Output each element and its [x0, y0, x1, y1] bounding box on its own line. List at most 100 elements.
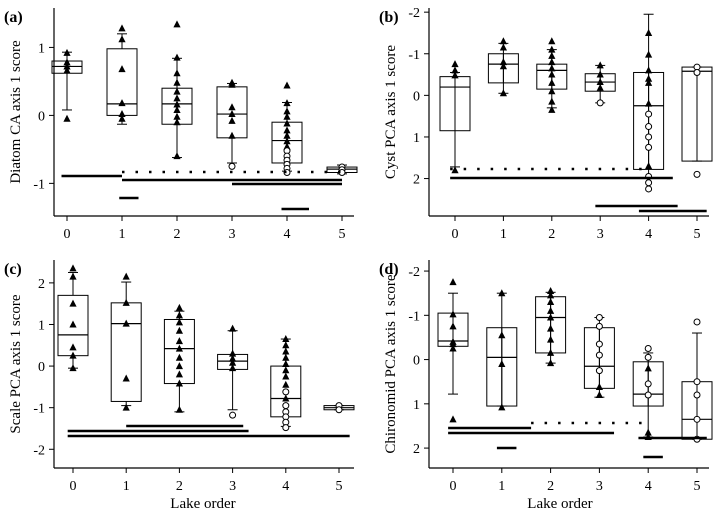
- box-0: [439, 71, 471, 168]
- point-circle: [693, 391, 701, 399]
- y-axis-title: Diatom CA axis 1 score: [8, 40, 24, 184]
- point-triangle: [118, 110, 126, 118]
- point-circle: [645, 185, 653, 193]
- point-triangle: [175, 362, 183, 370]
- y-tick-label: 0: [413, 354, 420, 369]
- point-triangle: [548, 37, 556, 45]
- box-5: [681, 66, 713, 162]
- point-circle: [645, 123, 653, 131]
- point-triangle: [645, 78, 653, 86]
- x-tick-label: 1: [498, 479, 505, 494]
- panel-letter: (c): [4, 261, 22, 278]
- point-triangle: [547, 313, 555, 321]
- point-triangle: [175, 326, 183, 334]
- point-circle: [595, 351, 603, 359]
- point-triangle: [548, 45, 556, 53]
- point-triangle: [451, 71, 459, 79]
- point-circle: [645, 143, 653, 151]
- x-axis-title: Lake order: [170, 496, 235, 512]
- point-circle: [644, 380, 652, 388]
- point-triangle: [548, 70, 556, 78]
- box-1: [486, 292, 518, 407]
- point-circle: [645, 133, 653, 141]
- y-axis-title: Chironomid PCA axis 1 score: [383, 274, 399, 454]
- point-circle: [644, 353, 652, 361]
- point-circle: [644, 345, 652, 353]
- y-axis-title: Cyst PCA axis 1 score: [383, 45, 399, 180]
- point-triangle: [645, 50, 653, 58]
- point-triangle: [282, 394, 290, 402]
- point-triangle: [449, 344, 457, 352]
- point-triangle: [69, 364, 77, 372]
- point-triangle: [548, 51, 556, 59]
- point-triangle: [282, 372, 290, 380]
- point-triangle: [173, 152, 181, 160]
- x-tick-label: 0: [70, 479, 77, 494]
- x-tick-label: 4: [284, 227, 291, 242]
- point-triangle: [118, 65, 126, 73]
- point-circle: [335, 406, 343, 414]
- x-tick-label: 5: [336, 479, 343, 494]
- point-triangle: [63, 66, 71, 74]
- y-tick-label: 1: [413, 398, 420, 413]
- point-circle: [693, 415, 701, 423]
- point-triangle: [595, 390, 603, 398]
- x-tick-label: 5: [339, 227, 346, 242]
- point-triangle: [122, 319, 130, 327]
- point-circle: [693, 318, 701, 326]
- point-triangle: [547, 298, 555, 306]
- point-triangle: [449, 278, 457, 286]
- y-tick-label: 1: [413, 131, 420, 146]
- point-triangle: [596, 61, 604, 69]
- point-triangle: [282, 380, 290, 388]
- x-tick-label: 4: [645, 227, 652, 242]
- point-triangle: [283, 81, 291, 89]
- x-tick-label: 5: [694, 227, 701, 242]
- point-triangle: [499, 37, 507, 45]
- point-triangle: [122, 374, 130, 382]
- x-axis-title: Lake order: [527, 496, 592, 512]
- x-tick-label: 4: [282, 479, 289, 494]
- x-tick-label: 0: [452, 227, 459, 242]
- point-triangle: [644, 428, 652, 436]
- y-tick-label: 0: [413, 89, 420, 104]
- x-tick-label: 2: [548, 227, 555, 242]
- point-triangle: [596, 78, 604, 86]
- x-tick-label: 1: [500, 227, 507, 242]
- point-triangle: [122, 403, 130, 411]
- point-triangle: [451, 166, 459, 174]
- point-triangle: [283, 137, 291, 145]
- point-triangle: [173, 100, 181, 108]
- point-triangle: [547, 335, 555, 343]
- point-triangle: [282, 335, 290, 343]
- point-triangle: [69, 272, 77, 280]
- point-triangle: [449, 340, 457, 348]
- point-triangle: [451, 60, 459, 68]
- point-triangle: [449, 322, 457, 330]
- point-triangle: [173, 78, 181, 86]
- box-5: [681, 332, 713, 440]
- point-triangle: [63, 62, 71, 70]
- x-tick-label: 3: [597, 227, 604, 242]
- point-triangle: [283, 112, 291, 120]
- point-triangle: [449, 310, 457, 318]
- panel-letter: (d): [379, 261, 399, 278]
- x-tick-label: 4: [645, 479, 652, 494]
- point-triangle: [63, 48, 71, 56]
- point-triangle: [173, 69, 181, 77]
- panel-c: -2 -1 0 1 2 0 1 2 3 4 5 (c) Scale PCA axis 1 score: [4, 260, 355, 494]
- point-triangle: [498, 331, 506, 339]
- point-triangle: [547, 306, 555, 314]
- point-triangle: [548, 87, 556, 95]
- panel-letter: (a): [4, 9, 23, 26]
- point-triangle: [63, 114, 71, 122]
- y-tick-label: -2: [33, 443, 45, 458]
- point-triangle: [228, 103, 236, 111]
- point-triangle: [547, 324, 555, 332]
- point-triangle: [499, 62, 507, 70]
- point-triangle: [498, 360, 506, 367]
- x-tick-label: 1: [123, 479, 130, 494]
- y-tick-label: -2: [408, 6, 420, 21]
- x-tick-label: 1: [119, 227, 126, 242]
